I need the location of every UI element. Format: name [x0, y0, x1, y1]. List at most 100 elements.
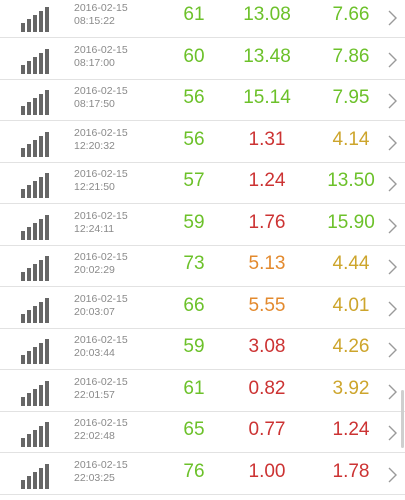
result-date: 2016-02-15 [74, 209, 128, 222]
result-timestamp: 2016-02-15 08:15:22 [74, 2, 128, 28]
result-date: 2016-02-15 [74, 2, 128, 14]
result-date: 2016-02-15 [74, 417, 128, 429]
chevron-right-icon[interactable] [385, 51, 399, 69]
result-date: 2016-02-15 [74, 126, 128, 139]
list-item[interactable]: 2016-02-15 12:24:11 59 1.76 15.90 [0, 206, 405, 246]
value-2: 0.77 [248, 419, 286, 440]
value-1: 60 [183, 45, 205, 67]
result-time: 12:20:32 [74, 139, 115, 152]
chevron-right-icon[interactable] [385, 217, 399, 235]
list-item[interactable]: 2016-02-15 22:02:48 65 0.77 1.24 [0, 413, 405, 453]
result-timestamp: 2016-02-15 12:24:11 [74, 210, 128, 236]
list-item[interactable]: 2016-02-15 20:03:07 66 5.55 4.01 [0, 289, 405, 329]
result-time: 12:24:11 [74, 222, 115, 235]
value-2: 5.55 [248, 294, 286, 316]
value-2: 0.82 [248, 377, 286, 399]
signal-strength-icon [21, 88, 55, 115]
result-date: 2016-02-15 [74, 168, 128, 180]
value-1: 56 [183, 87, 205, 108]
signal-strength-icon [21, 130, 55, 157]
value-3: 13.50 [327, 170, 375, 191]
list-item[interactable]: 2016-02-15 20:03:44 59 3.08 4.26 [0, 330, 405, 370]
value-1: 76 [183, 460, 205, 482]
value-1: 57 [183, 170, 205, 191]
value-1: 56 [183, 128, 205, 150]
list-item[interactable]: 2016-02-15 12:21:50 57 1.24 13.50 [0, 164, 405, 204]
chevron-right-icon[interactable] [385, 466, 399, 484]
signal-strength-icon [21, 171, 55, 198]
signal-strength-icon [21, 47, 55, 74]
result-time: 20:03:07 [74, 305, 115, 318]
chevron-right-icon[interactable] [385, 9, 399, 27]
value-1: 66 [183, 294, 205, 316]
result-time: 08:15:22 [74, 15, 115, 27]
result-timestamp: 2016-02-15 22:03:25 [74, 459, 128, 485]
list-item[interactable]: 2016-02-15 12:20:32 56 1.31 4.14 [0, 123, 405, 163]
chevron-right-icon[interactable] [385, 300, 399, 318]
result-date: 2016-02-15 [74, 334, 128, 346]
result-date: 2016-02-15 [74, 43, 128, 56]
chevron-right-icon[interactable] [385, 341, 399, 359]
value-3: 4.26 [332, 336, 370, 357]
list-item[interactable]: 2016-02-15 22:03:25 76 1.00 1.78 [0, 455, 405, 495]
result-date: 2016-02-15 [74, 292, 128, 305]
value-2: 1.31 [248, 128, 286, 150]
value-3: 4.14 [332, 128, 370, 150]
signal-strength-icon [21, 337, 55, 364]
result-date: 2016-02-15 [74, 85, 128, 97]
value-2: 1.24 [248, 170, 286, 191]
signal-strength-icon [21, 254, 55, 281]
value-2: 13.08 [243, 4, 291, 25]
result-timestamp: 2016-02-15 20:03:07 [74, 293, 128, 319]
result-time: 22:03:25 [74, 471, 115, 484]
result-time: 12:21:50 [74, 181, 115, 193]
value-1: 65 [183, 419, 205, 440]
result-time: 20:03:44 [74, 347, 115, 359]
value-2: 1.76 [248, 211, 286, 233]
list-item[interactable]: 2016-02-15 20:02:29 73 5.13 4.44 [0, 247, 405, 287]
value-3: 4.01 [332, 294, 370, 316]
list-item[interactable]: 2016-02-15 22:01:57 61 0.82 3.92 [0, 372, 405, 412]
value-3: 15.90 [327, 211, 375, 233]
value-3: 4.44 [332, 253, 370, 274]
value-2: 5.13 [248, 253, 286, 274]
value-2: 15.14 [243, 87, 291, 108]
chevron-right-icon[interactable] [385, 424, 399, 442]
result-time: 08:17:50 [74, 98, 115, 110]
value-1: 61 [183, 377, 205, 399]
value-1: 73 [183, 253, 205, 274]
value-3: 7.86 [332, 45, 370, 67]
signal-strength-icon [21, 420, 55, 447]
list-item[interactable]: 2016-02-15 08:15:22 61 13.08 7.66 [0, 0, 405, 38]
value-1: 59 [183, 336, 205, 357]
chevron-right-icon[interactable] [385, 134, 399, 152]
list-item[interactable]: 2016-02-15 08:17:50 56 15.14 7.95 [0, 81, 405, 121]
value-1: 61 [183, 4, 205, 25]
result-time: 22:02:48 [74, 430, 115, 442]
result-time: 08:17:00 [74, 56, 115, 69]
result-timestamp: 2016-02-15 12:21:50 [74, 168, 128, 194]
scrollbar[interactable] [401, 390, 404, 448]
chevron-right-icon[interactable] [385, 175, 399, 193]
result-time: 20:02:29 [74, 264, 115, 276]
value-3: 1.24 [332, 419, 370, 440]
result-date: 2016-02-15 [74, 251, 128, 263]
list-item[interactable]: 2016-02-15 08:17:00 60 13.48 7.86 [0, 40, 405, 80]
result-time: 22:01:57 [74, 388, 115, 401]
chevron-right-icon[interactable] [385, 383, 399, 401]
value-2: 3.08 [248, 336, 286, 357]
result-timestamp: 2016-02-15 08:17:50 [74, 85, 128, 111]
chevron-right-icon[interactable] [385, 258, 399, 276]
chevron-right-icon[interactable] [385, 92, 399, 110]
value-3: 7.66 [332, 4, 370, 25]
result-timestamp: 2016-02-15 12:20:32 [74, 127, 128, 153]
result-timestamp: 2016-02-15 08:17:00 [74, 44, 128, 70]
result-date: 2016-02-15 [74, 458, 128, 471]
value-3: 7.95 [332, 87, 370, 108]
result-timestamp: 2016-02-15 20:02:29 [74, 251, 128, 277]
result-timestamp: 2016-02-15 22:01:57 [74, 376, 128, 402]
result-timestamp: 2016-02-15 20:03:44 [74, 334, 128, 360]
signal-strength-icon [21, 379, 55, 406]
value-1: 59 [183, 211, 205, 233]
